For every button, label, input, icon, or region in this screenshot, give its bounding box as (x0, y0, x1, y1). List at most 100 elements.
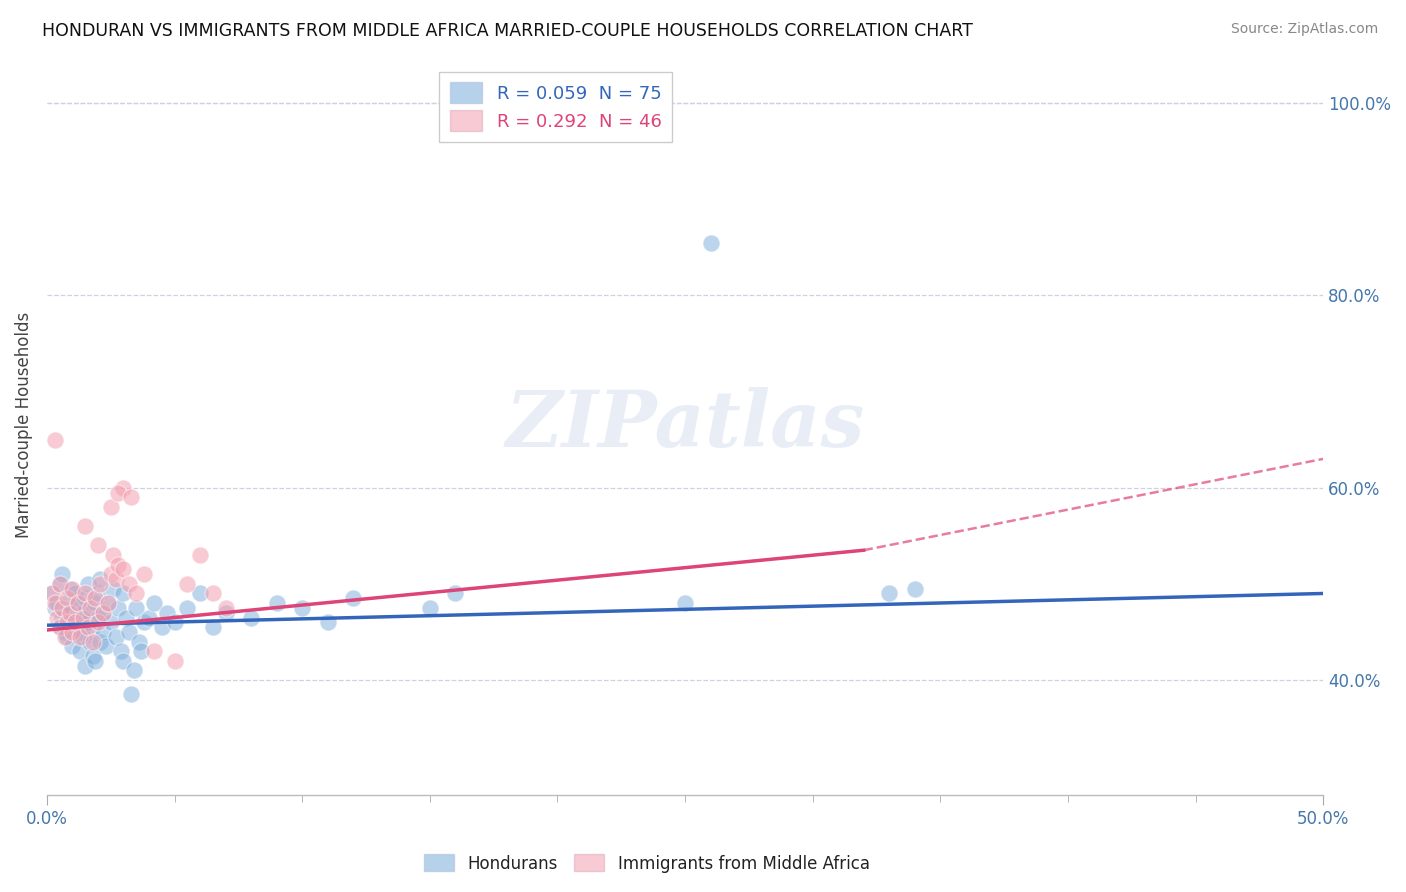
Point (62, 624, 84, 639)
Point (125, 601, 148, 615)
Point (59, 606, 82, 620)
Point (419, 601, 441, 615)
Point (266, 596, 288, 610)
Point (75, 658, 97, 673)
Point (673, 596, 696, 610)
Point (89, 634, 111, 648)
Point (132, 567, 155, 582)
Point (51, 601, 73, 615)
Point (128, 634, 150, 648)
Point (112, 586, 135, 600)
Point (97, 596, 120, 610)
Point (53, 606, 76, 620)
Point (94, 640, 117, 654)
Point (110, 644, 132, 658)
Point (150, 620, 173, 634)
Point (131, 644, 153, 658)
Point (117, 624, 139, 639)
Point (72, 630, 94, 644)
Point (56, 630, 79, 644)
Point (107, 485, 129, 500)
Point (79, 634, 101, 648)
Text: Source: ZipAtlas.com: Source: ZipAtlas.com (1230, 22, 1378, 37)
Point (143, 596, 166, 610)
Point (112, 654, 135, 668)
Point (82, 634, 104, 648)
Point (316, 615, 339, 630)
Point (104, 630, 127, 644)
Point (699, 235, 721, 250)
Point (904, 582, 927, 596)
Point (48, 577, 70, 591)
Point (240, 610, 263, 624)
Point (62, 640, 84, 654)
Point (342, 591, 364, 606)
Text: ZIPatlas: ZIPatlas (505, 387, 865, 464)
Point (125, 586, 148, 600)
Point (66, 610, 89, 624)
Legend: R = 0.059  N = 75, R = 0.292  N = 46: R = 0.059 N = 75, R = 0.292 N = 46 (439, 71, 672, 142)
Point (163, 654, 186, 668)
Point (107, 558, 129, 572)
Point (163, 615, 186, 630)
Point (51, 610, 73, 624)
Point (84, 596, 107, 610)
Point (87, 610, 110, 624)
Point (87, 615, 110, 630)
Point (48, 620, 70, 634)
Point (104, 572, 127, 586)
Point (66, 596, 89, 610)
Point (72, 610, 94, 624)
Point (156, 606, 179, 620)
Point (69, 644, 91, 658)
Point (100, 500, 122, 514)
Point (75, 591, 97, 606)
Point (72, 606, 94, 620)
Point (103, 582, 125, 596)
Point (62, 601, 84, 615)
Point (117, 577, 139, 591)
Point (143, 644, 166, 658)
Point (75, 519, 97, 533)
Point (44, 596, 66, 610)
Point (56, 596, 79, 610)
Point (62, 582, 84, 596)
Point (176, 577, 198, 591)
Point (69, 630, 91, 644)
Point (46, 596, 69, 610)
Point (69, 624, 91, 639)
Point (79, 601, 101, 615)
Point (79, 606, 101, 620)
Point (115, 610, 138, 624)
Point (56, 591, 79, 606)
Point (112, 562, 135, 576)
Point (87, 586, 110, 600)
Point (201, 620, 224, 634)
Point (877, 586, 900, 600)
Point (59, 615, 82, 630)
Point (44, 433, 66, 447)
Point (48, 577, 70, 591)
Point (201, 586, 224, 600)
Point (132, 615, 155, 630)
Point (100, 615, 122, 630)
Point (46, 610, 69, 624)
Point (103, 548, 125, 562)
Point (97, 596, 120, 610)
Point (82, 648, 104, 663)
Point (100, 567, 122, 582)
Text: HONDURAN VS IMMIGRANTS FROM MIDDLE AFRICA MARRIED-COUPLE HOUSEHOLDS CORRELATION : HONDURAN VS IMMIGRANTS FROM MIDDLE AFRIC… (42, 22, 973, 40)
Point (291, 601, 314, 615)
Point (56, 615, 79, 630)
Point (89, 572, 111, 586)
Point (63, 586, 86, 600)
Point (59, 582, 82, 596)
Point (138, 610, 160, 624)
Point (76, 615, 98, 630)
Point (107, 601, 129, 615)
Point (87, 538, 110, 552)
Point (53, 630, 76, 644)
Point (91, 606, 114, 620)
Point (41, 586, 63, 600)
Point (91, 606, 114, 620)
